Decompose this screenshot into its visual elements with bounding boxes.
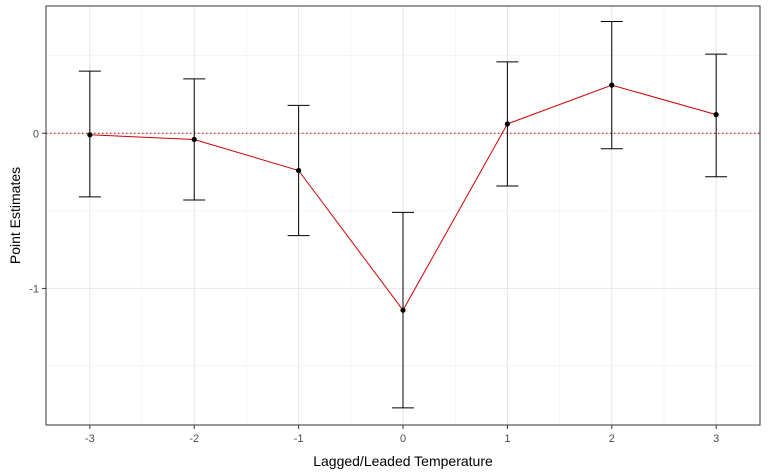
y-axis-title: Point Estimates xyxy=(7,167,23,264)
x-axis-ticks: -3 -2 -1 0 1 2 3 xyxy=(85,425,719,445)
data-point xyxy=(713,112,719,118)
x-tick-label: 1 xyxy=(504,433,510,445)
data-point xyxy=(296,167,302,174)
x-tick-label: -2 xyxy=(189,433,199,445)
data-points xyxy=(87,82,719,313)
x-tick-label: -1 xyxy=(294,433,304,445)
data-point xyxy=(191,136,197,143)
y-tick-label: -1 xyxy=(29,283,39,295)
data-point xyxy=(400,307,406,313)
y-axis-ticks: -1 0 xyxy=(29,128,46,295)
x-tick-label: 0 xyxy=(400,433,406,445)
x-tick-label: -3 xyxy=(85,433,95,445)
x-tick-label: 3 xyxy=(713,433,719,445)
data-point xyxy=(609,82,615,88)
data-point xyxy=(87,132,93,138)
x-axis-title: Lagged/Leaded Temperature xyxy=(313,453,493,469)
x-tick-label: 2 xyxy=(609,433,615,445)
y-tick-label: 0 xyxy=(33,128,39,140)
data-point xyxy=(504,121,510,127)
